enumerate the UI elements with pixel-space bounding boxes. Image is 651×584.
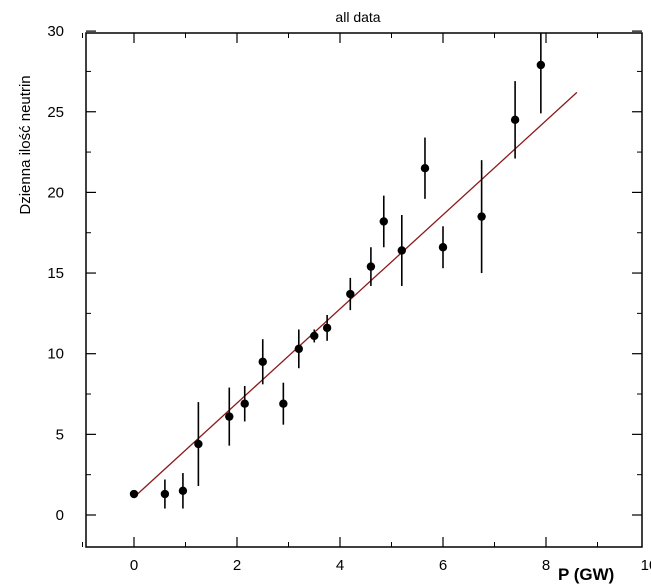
data-point [240,399,249,408]
y-tick-label: 5 [56,426,64,443]
x-tick-label: 6 [439,557,447,574]
y-tick-label: 30 [47,23,64,40]
fit-line-group [133,91,578,498]
data-point [225,412,234,421]
data-point [129,489,139,499]
data-point [420,164,430,173]
y-tick-label: 15 [47,265,64,282]
data-point [366,262,376,271]
plot-frame [85,32,643,548]
y-tick-label: 20 [47,184,64,201]
data-point [510,115,520,125]
y-tick-label: 10 [47,346,64,363]
data-point [194,439,203,449]
x-tick-label: 8 [542,557,550,574]
x-axis-label: P (GW) [558,565,614,584]
x-tick-label: 0 [130,557,138,574]
y-axis-label: Dzienna ilość neutrin [17,75,34,214]
data-point [178,486,188,496]
chart-title: all data [335,9,380,25]
data-point [379,217,388,226]
y-tick-label: 25 [47,104,64,121]
data-point [536,60,546,70]
x-tick-label: 4 [336,557,344,574]
data-point [160,489,170,499]
x-tick-label: 10 [641,557,651,574]
data-point [279,399,288,408]
data-point [322,323,332,333]
x-tick-label: 2 [233,557,241,574]
data-point [294,344,303,354]
axis-ticks: 0 2 4 6 8 10 0 5 10 15 20 25 30 [47,23,651,574]
data-point [310,331,319,341]
y-tick-label: 0 [56,507,64,524]
data-point [258,357,267,366]
data-point [346,289,355,299]
data-point [477,212,486,221]
data-point [397,246,406,255]
fit-line [133,91,578,498]
data-points [129,33,546,509]
data-point [438,243,448,252]
